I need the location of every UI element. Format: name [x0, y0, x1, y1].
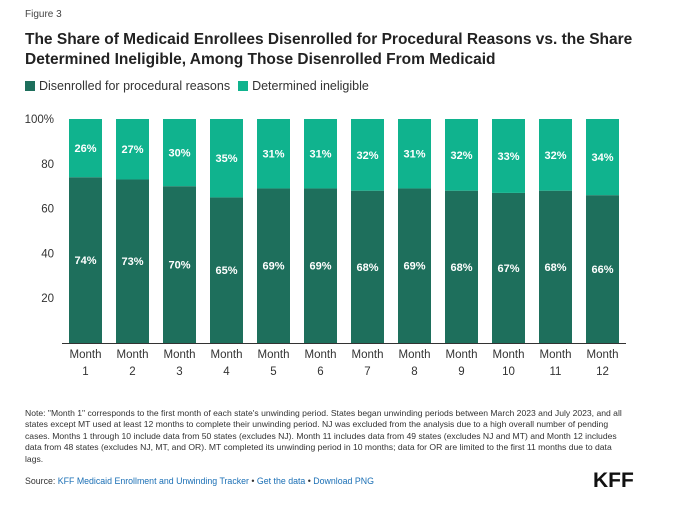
data-label-procedural: 70%	[168, 260, 190, 272]
bar-procedural	[586, 195, 619, 343]
x-axis: Month 1 Month 2 Month 3 Month 4 Month 5 Month 6 Mont…	[62, 343, 626, 378]
legend-label-ineligible: Determined ineligible	[252, 79, 369, 93]
x-tick-label: Month 11	[540, 349, 572, 378]
bar-ineligible	[210, 119, 243, 198]
source-separator: •	[305, 476, 314, 486]
bar-ineligible	[163, 119, 196, 187]
x-tick-label: Month 12	[587, 349, 619, 378]
legend-swatch-procedural	[25, 81, 35, 91]
footnote: Note: "Month 1" corresponds to the first…	[25, 408, 622, 464]
source-line: Source: KFF Medicaid Enrollment and Unwi…	[25, 476, 374, 486]
x-tick-label: Month 1	[70, 349, 102, 378]
data-label-procedural: 67%	[497, 263, 519, 275]
data-label-procedural: 66%	[591, 264, 613, 276]
data-label-ineligible: 26%	[74, 143, 96, 155]
figure-label: Figure 3	[25, 9, 62, 20]
data-label-ineligible: 27%	[121, 144, 143, 156]
bar-procedural	[398, 188, 431, 343]
x-tick-label: Month 6	[305, 349, 337, 378]
legend-item-procedural: Disenrolled for procedural reasons	[25, 79, 230, 93]
legend-item-ineligible: Determined ineligible	[238, 79, 369, 93]
legend-label-procedural: Disenrolled for procedural reasons	[39, 79, 231, 93]
y-axis: 20 40 60 80 100%	[25, 114, 54, 305]
x-tick-label: Month 9	[446, 349, 478, 378]
bar-ineligible	[116, 119, 149, 180]
data-label-ineligible: 32%	[544, 150, 566, 162]
bar-ineligible	[304, 119, 337, 189]
legend-swatch-ineligible	[238, 81, 249, 91]
data-label-procedural: 69%	[262, 261, 284, 273]
x-tick-label: Month 5	[258, 349, 290, 378]
bar-procedural	[492, 192, 525, 343]
bar-procedural	[116, 179, 149, 343]
data-label-ineligible: 35%	[215, 153, 237, 165]
data-label-procedural: 68%	[544, 262, 566, 274]
data-label-ineligible: 31%	[403, 149, 425, 161]
y-tick-label: 40	[41, 248, 54, 260]
bar-procedural	[351, 190, 384, 343]
x-tick-label: Month 3	[164, 349, 196, 378]
data-label-ineligible: 32%	[356, 150, 378, 162]
data-label-procedural: 73%	[121, 256, 143, 268]
bar-procedural	[257, 188, 290, 343]
data-label-procedural: 69%	[403, 261, 425, 273]
y-tick-label: 80	[41, 159, 54, 171]
y-tick-label: 100%	[25, 114, 54, 126]
get-data-link[interactable]: Get the data	[256, 476, 306, 486]
data-label-procedural: 68%	[356, 262, 378, 274]
data-label-ineligible: 31%	[262, 149, 284, 161]
bar-procedural	[210, 197, 243, 343]
bar-procedural	[163, 186, 196, 343]
x-tick-label: Month 8	[399, 349, 431, 378]
bar-procedural	[445, 190, 478, 343]
chart-title: The Share of Medicaid Enrollees Disenrol…	[25, 31, 633, 68]
stacked-bar-chart: 20 40 60 80 100% 74% 26% 73% 27% 70% 30% 65% 35% 69%…	[25, 114, 626, 378]
x-tick-label: Month 7	[352, 349, 384, 378]
download-png-link[interactable]: Download PNG	[313, 476, 374, 486]
bar-ineligible	[257, 119, 290, 189]
bar-ineligible	[351, 119, 384, 191]
bar-ineligible	[492, 119, 525, 193]
data-label-ineligible: 31%	[309, 149, 331, 161]
bar-procedural	[304, 188, 337, 343]
bar-ineligible	[445, 119, 478, 191]
bar-ineligible	[539, 119, 572, 191]
data-label-procedural: 74%	[74, 255, 96, 267]
x-tick-label: Month 2	[117, 349, 149, 378]
source-separator: •	[248, 476, 257, 486]
bar-ineligible	[398, 119, 431, 189]
bar-ineligible	[69, 119, 102, 178]
bar-ineligible	[586, 119, 619, 196]
legend: Disenrolled for procedural reasons Deter…	[25, 79, 377, 93]
data-label-ineligible: 32%	[450, 150, 472, 162]
y-tick-label: 60	[41, 204, 54, 216]
source-prefix: Source:	[25, 476, 58, 486]
data-label-ineligible: 34%	[591, 152, 613, 164]
kff-logo: KFF	[593, 469, 634, 492]
tracker-link[interactable]: KFF Medicaid Enrollment and Unwinding Tr…	[57, 476, 249, 486]
data-label-ineligible: 33%	[497, 151, 519, 163]
bar-procedural	[539, 190, 572, 343]
bars: 74% 26% 73% 27% 70% 30% 65% 35% 69% 31% 69% 31% 68% 3…	[69, 119, 619, 343]
y-tick-label: 20	[41, 293, 54, 305]
x-tick-label: Month 4	[211, 349, 243, 378]
data-label-procedural: 65%	[215, 265, 237, 277]
data-label-procedural: 68%	[450, 262, 472, 274]
bar-procedural	[69, 177, 102, 343]
x-tick-label: Month 10	[493, 349, 525, 378]
data-label-ineligible: 30%	[168, 148, 190, 160]
data-label-procedural: 69%	[309, 261, 331, 273]
